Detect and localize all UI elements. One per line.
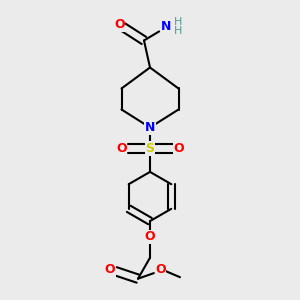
Text: S: S [146,142,154,155]
Text: O: O [173,142,184,155]
Text: N: N [145,121,155,134]
Text: O: O [105,263,116,276]
Text: O: O [145,230,155,243]
Text: O: O [116,142,127,155]
Text: H: H [174,26,182,37]
Text: O: O [114,18,125,31]
Text: O: O [155,263,166,276]
Text: N: N [161,20,172,34]
Text: H: H [174,16,182,27]
